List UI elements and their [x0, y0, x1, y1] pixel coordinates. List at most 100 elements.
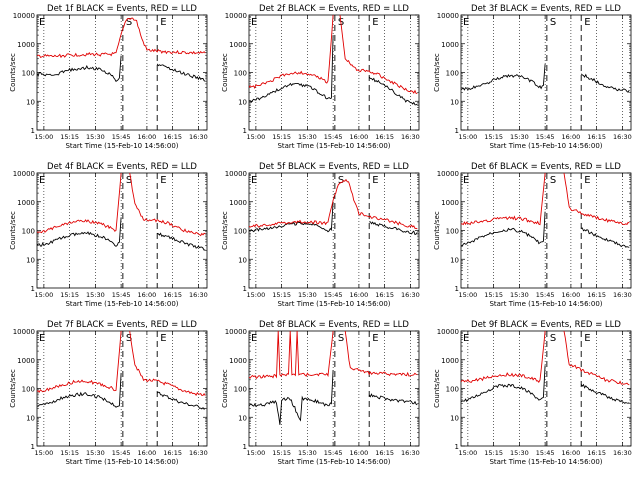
x-axis-label: Start Time (15-Feb-10 14:56:00): [65, 142, 178, 150]
y-tick-label: 1000: [17, 199, 35, 207]
series-lld-line: [37, 331, 122, 393]
series-events-line: [580, 383, 630, 404]
marker-label: E: [584, 333, 590, 344]
x-tick-label: 15:45: [536, 291, 555, 299]
x-tick-label: 15:30: [298, 449, 317, 457]
x-tick-label: 16:15: [375, 291, 394, 299]
plot-frame: [248, 14, 420, 131]
x-axis-label: Start Time (15-Feb-10 14:56:00): [277, 142, 390, 150]
y-tick-label: 1: [243, 127, 247, 135]
plot-frame: [248, 330, 420, 447]
panel-title: Det 7f BLACK = Events, RED = LLD: [47, 320, 197, 330]
marker-label: E: [372, 17, 378, 28]
marker-label: E: [584, 175, 590, 186]
plot-frame: [36, 330, 208, 447]
series-lld-line: [344, 331, 418, 377]
marker-label: E: [160, 175, 166, 186]
y-axis-label: Counts/sec: [433, 211, 441, 250]
y-tick-label: 1: [31, 285, 35, 293]
y-tick-label: 1: [243, 443, 247, 451]
panel-title: Det 2f BLACK = Events, RED = LLD: [259, 4, 409, 14]
series-events-line: [461, 211, 546, 247]
series-events-line: [37, 373, 122, 408]
y-axis-label: Counts/sec: [221, 211, 229, 250]
x-tick-label: 15:00: [459, 133, 478, 141]
x-tick-label: 15:00: [459, 291, 478, 299]
series-events-line: [461, 365, 546, 403]
x-tick-label: 15:15: [60, 291, 79, 299]
x-tick-label: 15:00: [459, 449, 478, 457]
x-axis-label: Start Time (15-Feb-10 14:56:00): [489, 142, 602, 150]
panel-title: Det 5f BLACK = Events, RED = LLD: [259, 162, 409, 172]
y-axis-label: Counts/sec: [9, 211, 17, 250]
x-tick-label: 15:00: [35, 291, 54, 299]
y-tick-label: 10: [238, 256, 247, 264]
y-tick-label: 1000: [441, 41, 459, 49]
y-tick-label: 10: [450, 256, 459, 264]
series-lld-line: [563, 331, 630, 386]
x-tick-label: 16:00: [562, 291, 581, 299]
y-tick-label: 100: [22, 386, 35, 394]
x-tick-label: 16:00: [350, 133, 369, 141]
y-tick-label: 100: [22, 228, 35, 236]
y-tick-label: 10: [238, 414, 247, 422]
y-tick-label: 10: [238, 98, 247, 106]
y-tick-label: 10000: [225, 12, 247, 20]
x-tick-label: 16:00: [350, 291, 369, 299]
series-lld-line: [249, 331, 334, 380]
plot-frame: [460, 14, 632, 131]
panel-5: Det 5f BLACK = Events, RED = LLD 1 10 100 10…: [221, 162, 420, 308]
x-tick-label: 15:45: [112, 291, 131, 299]
series-lld-line: [129, 331, 206, 397]
marker-label: E: [251, 333, 257, 344]
x-tick-label: 16:15: [587, 133, 606, 141]
panel-title: Det 9f BLACK = Events, RED = LLD: [471, 320, 621, 330]
y-tick-label: 1000: [229, 199, 247, 207]
y-tick-label: 100: [234, 386, 247, 394]
panel-title: Det 3f BLACK = Events, RED = LLD: [471, 4, 621, 14]
marker-label: E: [160, 17, 166, 28]
y-tick-label: 100: [446, 70, 459, 78]
x-tick-label: 16:00: [138, 449, 157, 457]
marker-label: E: [39, 333, 45, 344]
y-tick-label: 100: [234, 228, 247, 236]
series-lld-line: [461, 331, 546, 384]
marker-label: E: [160, 333, 166, 344]
x-tick-label: 15:00: [35, 133, 54, 141]
x-tick-label: 16:00: [562, 133, 581, 141]
x-tick-label: 16:15: [163, 449, 182, 457]
y-tick-label: 100: [234, 70, 247, 78]
series-events-line: [368, 76, 418, 106]
x-tick-label: 15:45: [324, 133, 343, 141]
series-lld-line: [249, 178, 418, 230]
x-tick-label: 15:45: [324, 291, 343, 299]
panel-title: Det 4f BLACK = Events, RED = LLD: [47, 162, 197, 172]
y-tick-label: 1000: [17, 357, 35, 365]
x-tick-label: 15:30: [298, 133, 317, 141]
panel-title: Det 8f BLACK = Events, RED = LLD: [259, 320, 409, 330]
marker-label: S: [550, 175, 556, 186]
y-tick-label: 10: [26, 98, 35, 106]
panel-6: Det 6f BLACK = Events, RED = LLD 1 10 100 10…: [433, 162, 632, 308]
x-tick-label: 15:00: [35, 449, 54, 457]
y-axis-label: Counts/sec: [221, 53, 229, 92]
x-tick-label: 16:00: [350, 449, 369, 457]
marker-label: E: [463, 17, 469, 28]
x-tick-label: 16:15: [587, 291, 606, 299]
y-tick-label: 1000: [229, 41, 247, 49]
series-events-line: [249, 35, 334, 103]
x-tick-label: 15:30: [510, 449, 529, 457]
y-tick-label: 10: [450, 414, 459, 422]
x-tick-label: 15:30: [86, 133, 105, 141]
x-tick-label: 16:30: [613, 291, 632, 299]
y-tick-label: 1: [243, 285, 247, 293]
x-tick-label: 16:30: [189, 133, 208, 141]
y-tick-label: 10000: [437, 12, 459, 20]
series-events-line: [249, 201, 334, 233]
y-tick-label: 10000: [13, 328, 35, 336]
x-tick-label: 15:45: [112, 449, 131, 457]
marker-label: E: [584, 17, 590, 28]
marker-label: E: [251, 175, 257, 186]
x-tick-label: 16:15: [587, 449, 606, 457]
